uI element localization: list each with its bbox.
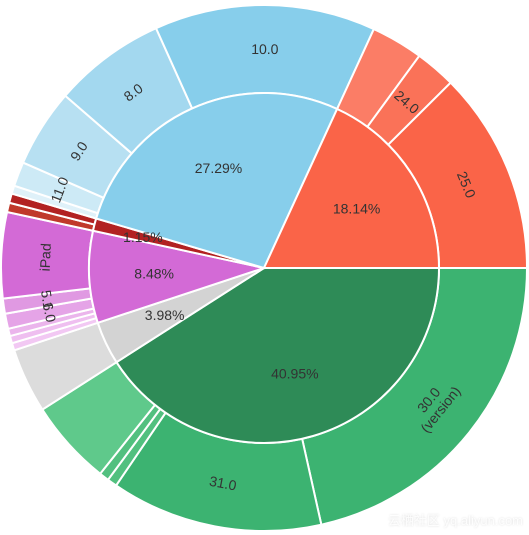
inner-slice-27-29 [94,92,339,270]
inner-label-27-29: 27.29% [195,160,242,176]
inner-label-1-15: 1.15% [123,229,163,245]
inner-label-18-14: 18.14% [333,201,380,217]
inner-slice-18-14 [262,107,441,269]
inner-slice-8-48 [88,229,268,325]
inner-label-40-95: 40.95% [271,366,318,382]
outer-label-6-0: 6.0 [40,301,60,324]
outer-label-31-0: 31.0 [208,473,238,494]
outer-label-10-0: 10.0 [251,41,279,57]
outer-label-ipad: iPad [37,243,54,272]
inner-label-8-48: 8.48% [134,266,174,282]
inner-ring [88,92,441,444]
inner-label-3-98: 3.98% [145,307,185,323]
outer-label-5-1: 5.1 [38,289,57,311]
watermark: 云栖社区 yq.aliyun.com [387,513,523,528]
